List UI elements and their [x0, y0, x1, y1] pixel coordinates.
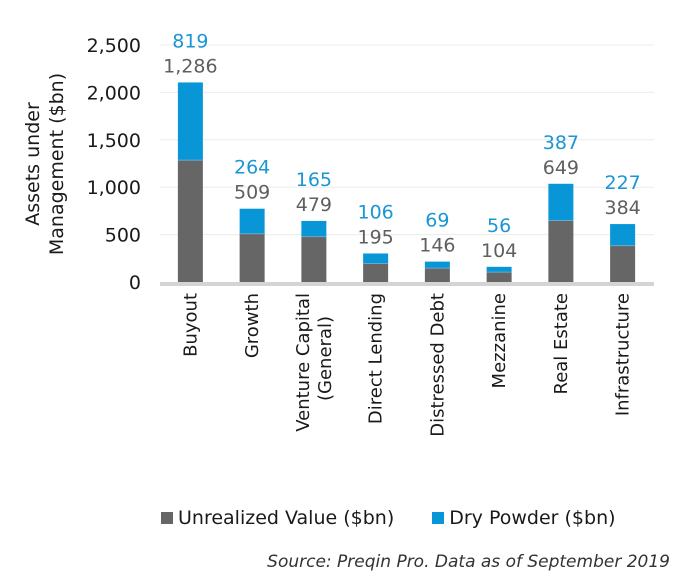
gridlines: [160, 44, 654, 236]
y-tick-label: 0: [129, 272, 141, 294]
value-label-unrealized: 649: [543, 157, 579, 179]
bar-unrealized-value: [239, 233, 265, 282]
category-label-line: Direct Lending: [366, 293, 387, 424]
source-note: Source: Preqin Pro. Data as of September…: [267, 552, 670, 572]
value-label-unrealized: 479: [296, 194, 332, 216]
legend-swatch-dry-powder: [432, 512, 445, 524]
bar-dry-powder: [424, 261, 450, 269]
bar-dry-powder: [239, 208, 265, 234]
category-label-line: Buyout: [180, 293, 201, 357]
value-label-unrealized: 146: [419, 235, 455, 257]
legend: Unrealized Value ($bn) Dry Powder ($bn): [161, 507, 654, 529]
bar-unrealized-value: [363, 263, 389, 282]
value-labels: 1,286 819 509 264 479 165 195 106 146 69 104 56 649 3…: [163, 30, 641, 261]
bar-dry-powder: [301, 220, 327, 237]
bar-dry-powder: [177, 82, 203, 161]
bar-dry-powder: [548, 183, 574, 221]
bar-dry-powder: [363, 253, 389, 264]
category-label-line: Growth: [242, 293, 263, 358]
category-label: Infrastructure: [613, 293, 634, 416]
category-label-line: (General): [315, 316, 336, 401]
value-label-dry-powder: 227: [604, 172, 640, 194]
y-tick-label: 2,500: [87, 35, 141, 57]
legend-item-unrealized: Unrealized Value ($bn): [161, 507, 394, 529]
category-label: Mezzanine: [489, 293, 510, 388]
bar-unrealized-value: [548, 220, 574, 282]
value-label-unrealized: 1,286: [163, 55, 217, 77]
y-axis-ticks: 0 500 1,000 1,500 2,000 2,500: [87, 35, 141, 294]
category-label-line: Infrastructure: [613, 293, 634, 416]
category-label-line: Real Estate: [551, 293, 572, 395]
category-label-line: Distressed Debt: [427, 293, 448, 437]
category-label: Direct Lending: [366, 293, 387, 424]
bar-unrealized-value: [610, 245, 636, 282]
value-label-unrealized: 195: [357, 226, 393, 248]
category-label: Buyout: [180, 293, 201, 357]
y-tick-label: 2,000: [87, 82, 141, 104]
x-axis-line: [160, 282, 654, 286]
y-tick-label: 1,000: [87, 177, 141, 199]
category-label: Growth: [242, 293, 263, 358]
bar-unrealized-value: [424, 268, 450, 282]
value-label-unrealized: 104: [481, 240, 517, 262]
value-label-dry-powder: 165: [296, 169, 332, 191]
bars: [177, 82, 636, 282]
y-tick-label: 1,500: [87, 130, 141, 152]
value-label-dry-powder: 106: [357, 201, 393, 223]
y-axis-title-text: Assets under Management ($bn): [22, 73, 68, 255]
bar-unrealized-value: [301, 236, 327, 282]
legend-label-dry-powder: Dry Powder ($bn): [449, 507, 616, 529]
value-label-dry-powder: 387: [543, 132, 579, 154]
legend-label-unrealized: Unrealized Value ($bn): [178, 507, 395, 529]
value-label-dry-powder: 69: [425, 210, 449, 232]
category-label: Real Estate: [551, 293, 572, 395]
y-axis-title-line: Assets under: [22, 102, 44, 226]
bar-unrealized-value: [486, 272, 512, 282]
bar-unrealized-value: [177, 160, 203, 282]
bar-dry-powder: [610, 224, 636, 246]
value-label-dry-powder: 819: [172, 30, 208, 52]
value-label-unrealized: 509: [234, 182, 270, 204]
y-axis-title: Assets under Management ($bn): [22, 73, 68, 255]
category-labels: Buyout Growth Venture Capital(General) Dire…: [180, 293, 633, 437]
y-axis-title-line: Management ($bn): [46, 73, 68, 255]
category-label: Venture Capital(General): [293, 293, 336, 432]
value-label-dry-powder: 56: [487, 215, 511, 237]
legend-item-dry-powder: Dry Powder ($bn): [432, 507, 616, 529]
category-label: Distressed Debt: [427, 293, 448, 437]
category-label-line: Mezzanine: [489, 293, 510, 388]
stacked-bar-chart: 0 500 1,000 1,500 2,000 2,500 Assets under Man…: [22, 30, 654, 437]
bar-dry-powder: [486, 266, 512, 273]
value-label-unrealized: 384: [604, 197, 640, 219]
category-label-line: Venture Capital: [293, 293, 314, 432]
legend-swatch-unrealized: [161, 512, 173, 524]
value-label-dry-powder: 264: [234, 157, 270, 179]
y-tick-label: 500: [105, 225, 141, 247]
